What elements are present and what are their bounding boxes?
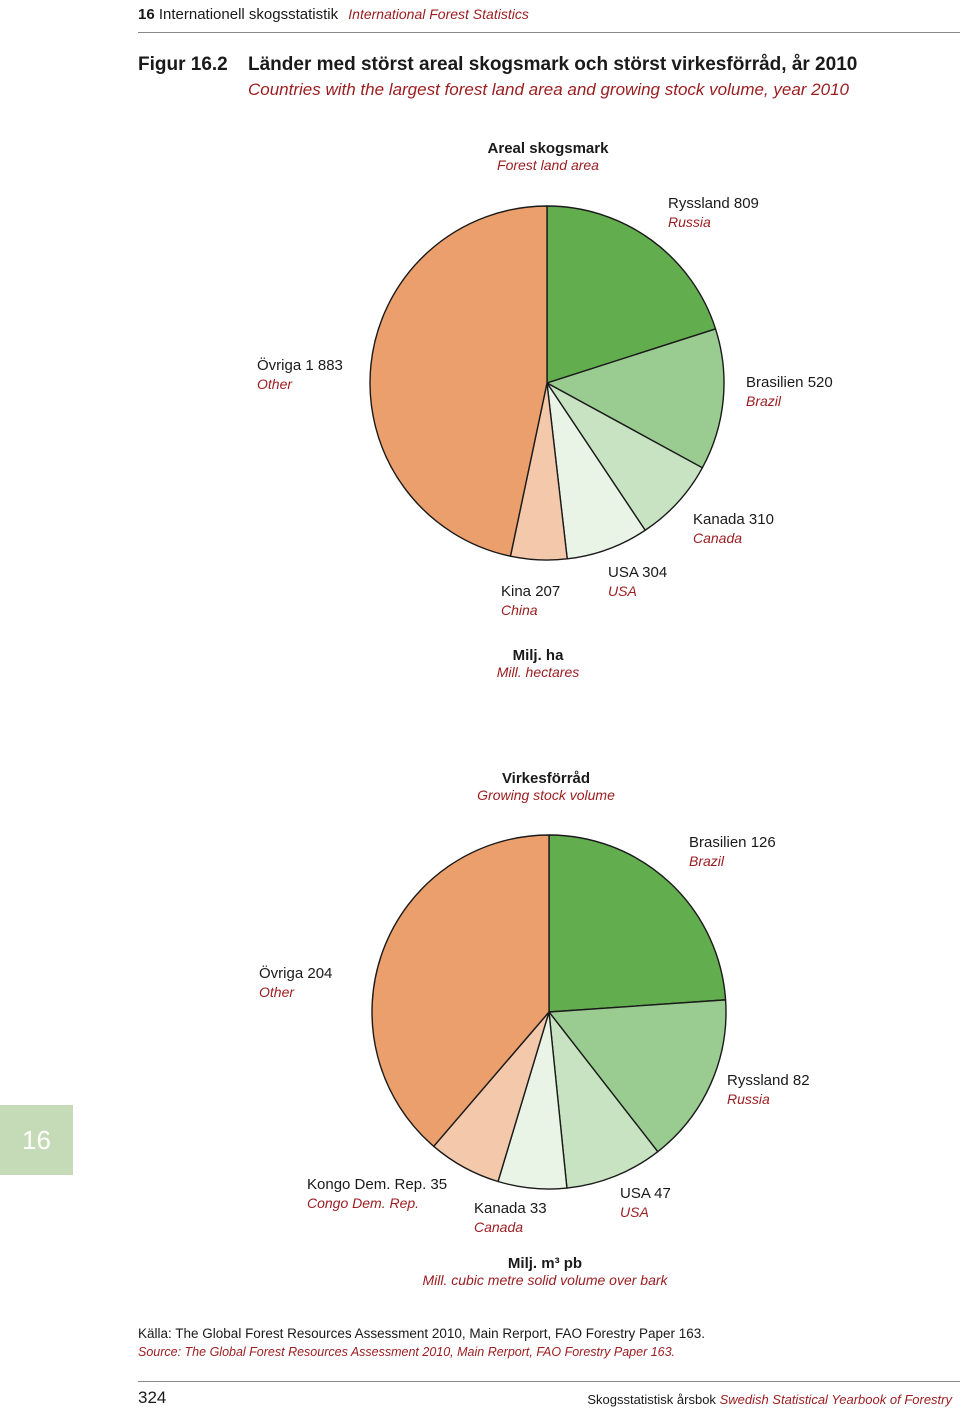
footer-title-en: Swedish Statistical Yearbook of Forestry	[719, 1392, 952, 1407]
chart2-unit-en: Mill. cubic metre solid volume over bark	[422, 1272, 668, 1288]
chart2-label-other-sv: Övriga 204	[259, 965, 333, 982]
chart2-title-sv: Virkesförråd	[501, 770, 591, 787]
chart2-label-congo-en: Congo Dem. Rep.	[307, 1195, 420, 1211]
chart2-label-congo: Kongo Dem. Rep. 35 Congo Dem. Rep.	[307, 1175, 447, 1213]
chart2-label-other-en: Other	[259, 984, 295, 1000]
chart1-label-russia: Ryssland 809 Russia	[668, 194, 759, 232]
chart1-label-brazil-en: Brazil	[746, 393, 782, 409]
pie-chart-growing-stock-volume	[371, 834, 727, 1190]
chart1-title-sv: Areal skogsmark	[487, 140, 609, 157]
chart1-unit: Milj. ha Mill. hectares	[358, 647, 718, 680]
figure-label: Figur 16.2	[138, 54, 228, 75]
chart1-title: Areal skogsmark Forest land area	[398, 140, 698, 173]
chapter-number: 16	[138, 6, 155, 23]
chart2-label-usa: USA 47 USA	[620, 1184, 671, 1222]
chart1-label-brazil-sv: Brasilien 520	[746, 374, 833, 391]
chart2-label-canada-en: Canada	[474, 1219, 524, 1235]
chart2-label-usa-sv: USA 47	[620, 1185, 671, 1202]
chart1-label-other-sv: Övriga 1 883	[257, 357, 343, 374]
chart2-label-brazil: Brasilien 126 Brazil	[689, 833, 776, 871]
chapter-title-en: International Forest Statistics	[348, 6, 529, 22]
chart1-label-china-sv: Kina 207	[501, 583, 561, 600]
source-note: Källa: The Global Forest Resources Asses…	[138, 1325, 705, 1361]
source-sv: Källa: The Global Forest Resources Asses…	[138, 1326, 706, 1341]
chart2-label-brazil-sv: Brasilien 126	[689, 834, 776, 851]
chart1-unit-sv: Milj. ha	[512, 647, 564, 664]
chart2-title-en: Growing stock volume	[477, 787, 615, 803]
chart1-label-china-en: China	[501, 602, 538, 618]
chart1-label-other-en: Other	[257, 376, 293, 392]
chart1-label-canada: Kanada 310 Canada	[693, 510, 774, 548]
footer-divider	[138, 1381, 960, 1382]
source-en: Source: The Global Forest Resources Asse…	[138, 1345, 676, 1359]
chart2-label-other: Övriga 204 Other	[259, 964, 332, 1002]
pie-slice-usa	[548, 1011, 659, 1189]
pie-chart-forest-land-area	[369, 205, 725, 561]
chart2-unit: Milj. m³ pb Mill. cubic metre solid volu…	[365, 1255, 725, 1288]
figure-title-sv: Länder med störst areal skogsmark och st…	[248, 54, 858, 75]
chart2-label-usa-en: USA	[620, 1204, 649, 1220]
pie-slice-other	[369, 205, 548, 557]
chart1-label-china: Kina 207 China	[501, 582, 560, 620]
chart2-label-canada-sv: Kanada 33	[474, 1200, 547, 1217]
footer-title: Skogsstatistisk årsbok Swedish Statistic…	[587, 1392, 952, 1407]
chart2-label-russia-en: Russia	[727, 1091, 770, 1107]
chapter-tab: 16	[0, 1105, 73, 1175]
pie-slice-brazil	[548, 834, 727, 1013]
running-header: 16 Internationell skogsstatistik Interna…	[138, 6, 529, 23]
chart2-label-congo-sv: Kongo Dem. Rep. 35	[307, 1176, 448, 1193]
chart1-label-canada-sv: Kanada 310	[693, 511, 774, 528]
page-number: 324	[138, 1388, 167, 1407]
chart1-label-russia-en: Russia	[668, 214, 711, 230]
pie-slice-other	[371, 834, 550, 1147]
footer-title-sv: Skogsstatistisk årsbok	[587, 1392, 716, 1407]
chart2-title: Virkesförråd Growing stock volume	[396, 770, 696, 803]
chart1-label-usa: USA 304 USA	[608, 563, 667, 601]
pie-slice-brazil	[546, 328, 725, 469]
chart2-unit-sv: Milj. m³ pb	[507, 1255, 583, 1272]
chart1-label-usa-en: USA	[608, 583, 637, 599]
chart1-label-brazil: Brasilien 520 Brazil	[746, 373, 833, 411]
chart2-label-brazil-en: Brazil	[689, 853, 725, 869]
chapter-title-sv: Internationell skogsstatistik	[158, 6, 339, 23]
chart1-unit-en: Mill. hectares	[496, 664, 580, 680]
chart2-label-russia: Ryssland 82 Russia	[727, 1071, 810, 1109]
chart1-label-russia-sv: Ryssland 809	[668, 195, 759, 212]
chart2-label-canada: Kanada 33 Canada	[474, 1199, 547, 1237]
chart1-title-en: Forest land area	[497, 157, 599, 173]
chart1-label-other: Övriga 1 883 Other	[257, 356, 343, 394]
figure-title-en: Countries with the largest forest land a…	[248, 80, 849, 99]
pie-slice-russia	[546, 205, 717, 384]
chart1-label-usa-sv: USA 304	[608, 564, 668, 581]
chart2-label-russia-sv: Ryssland 82	[727, 1072, 810, 1089]
pie-slice-russia	[548, 999, 727, 1153]
chart1-label-canada-en: Canada	[693, 530, 743, 546]
header-divider	[138, 32, 960, 33]
